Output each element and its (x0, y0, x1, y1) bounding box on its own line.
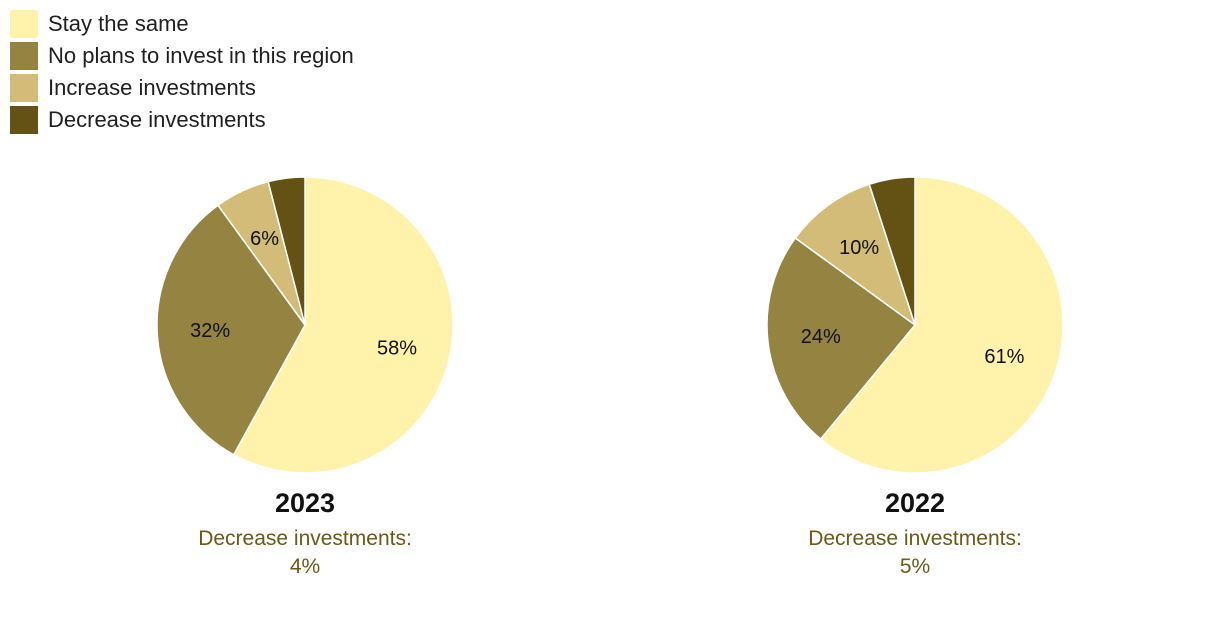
pie-slice (794, 183, 917, 327)
pie-data-label: 58% (377, 338, 417, 360)
pie-data-label: 24% (801, 326, 841, 348)
legend-swatch (10, 42, 38, 70)
note-line: Decrease investments: (808, 527, 1022, 550)
pie-chart-2023: 58% 32% 6% 2023 Decrease investments: 4% (95, 170, 515, 581)
legend-swatch (10, 106, 38, 134)
legend-item-stay-same: Stay the same (10, 8, 354, 40)
chart-title-2023: 2023 (274, 488, 336, 518)
legend-item-increase: Increase investments (10, 72, 354, 104)
legend-swatch (10, 10, 38, 38)
pie-slice (267, 176, 306, 326)
chart-note-2022: Decrease investments: 5% (705, 525, 1125, 581)
legend: Stay the same No plans to invest in this… (10, 8, 354, 136)
pie-2023-svg: 58% 32% 6% (156, 176, 454, 474)
legend-label: Decrease investments (48, 107, 266, 132)
pie-slice (766, 236, 917, 441)
pie-data-label: 6% (250, 228, 279, 250)
pie-data-label: 32% (190, 320, 230, 342)
pie-data-label: 61% (984, 346, 1024, 368)
note-value: 4% (289, 555, 321, 578)
pie-2022-svg: 61% 24% 10% (766, 176, 1064, 474)
pie-slice (868, 176, 916, 326)
chart-note-2023: Decrease investments: 4% (95, 525, 515, 581)
chart-title-2022: 2022 (884, 488, 946, 518)
pie-slice (156, 204, 306, 456)
legend-item-no-plans: No plans to invest in this region (10, 40, 354, 72)
pie-slice (819, 176, 1064, 474)
note-value: 5% (899, 555, 931, 578)
legend-swatch (10, 74, 38, 102)
pie-slice (232, 176, 454, 474)
legend-label: Increase investments (48, 75, 256, 100)
note-line: Decrease investments: (198, 527, 412, 550)
pie-chart-2022: 61% 24% 10% 2022 Decrease investments: 5% (705, 170, 1125, 581)
legend-label: No plans to invest in this region (48, 43, 354, 68)
legend-item-decrease: Decrease investments (10, 104, 354, 136)
legend-label: Stay the same (48, 11, 189, 36)
pie-data-label: 10% (839, 237, 879, 259)
